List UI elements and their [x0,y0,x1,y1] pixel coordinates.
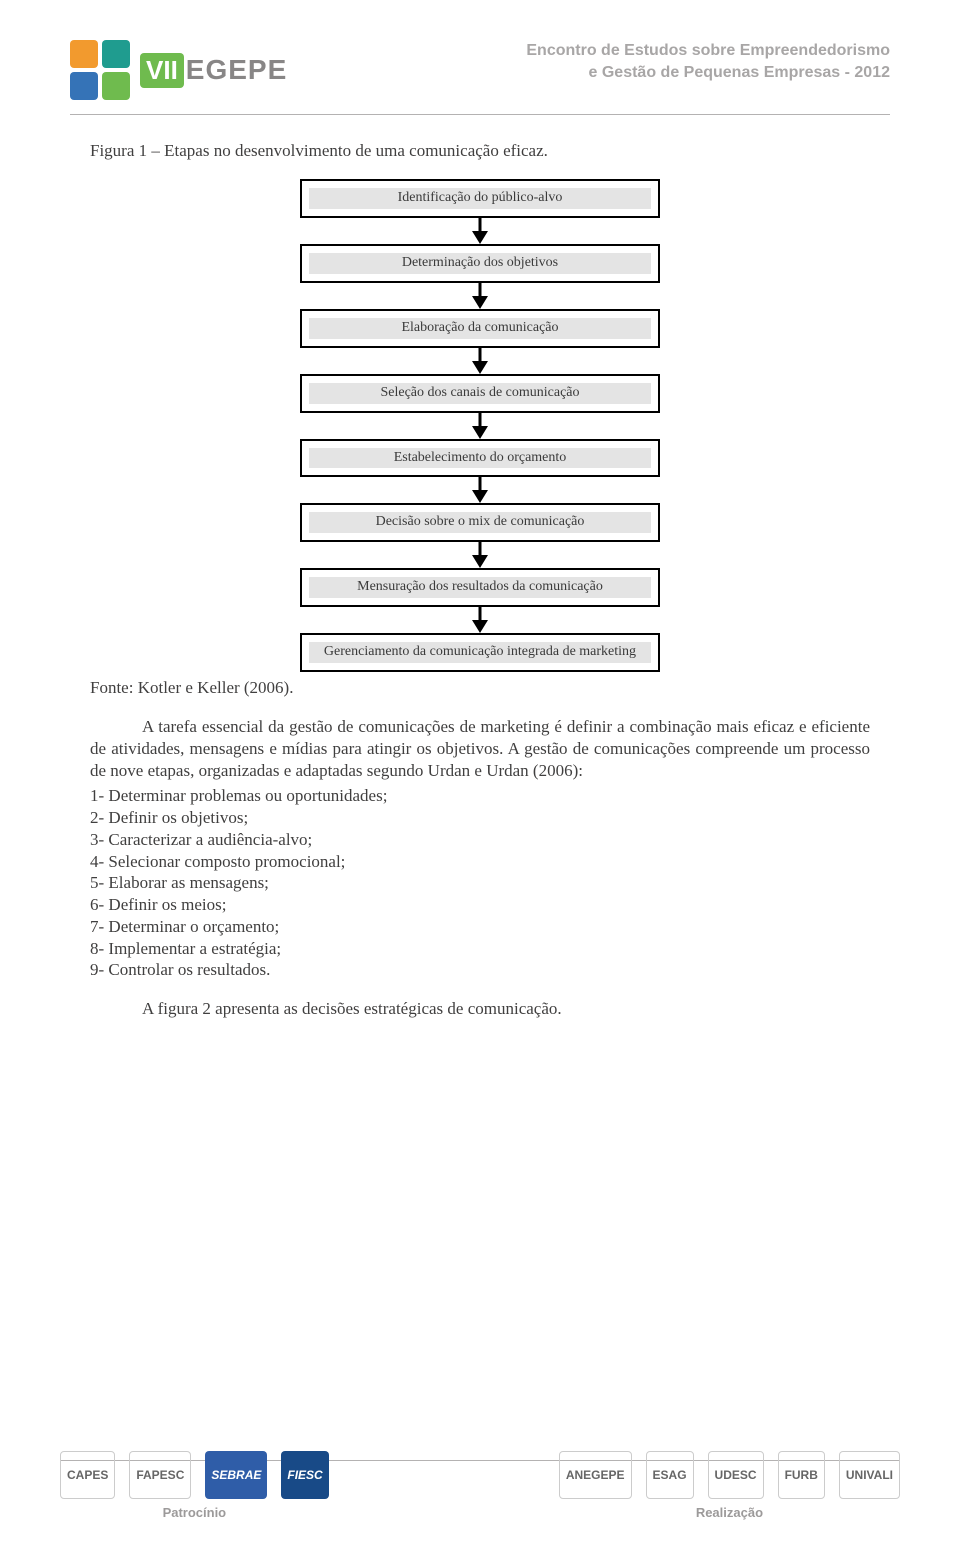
event-title-line1: Encontro de Estudos sobre Empreendedoris… [526,40,890,62]
list-item: 9- Controlar os resultados. [90,959,870,981]
realizacao-label: Realização [559,1505,900,1520]
flow-node: Elaboração da comunicação [300,309,660,348]
footer-logo-fapesc: FAPESC [129,1451,191,1499]
flow-arrow-icon [469,607,491,633]
flow-node-label: Decisão sobre o mix de comunicação [309,512,651,533]
logo-squares-icon [70,40,130,100]
flow-arrow-icon [469,542,491,568]
page-header: VII EGEPE Encontro de Estudos sobre Empr… [0,0,960,110]
flow-node: Gerenciamento da comunicação integrada d… [300,633,660,672]
event-logo: VII EGEPE [70,40,287,100]
flow-node: Mensuração dos resultados da comunicação [300,568,660,607]
flow-arrow-icon [469,283,491,309]
flow-arrow-icon [469,218,491,244]
footer-logo-furb: FURB [778,1451,825,1499]
event-title-line2: e Gestão de Pequenas Empresas - 2012 [526,62,890,84]
list-item: 2- Definir os objetivos; [90,807,870,829]
footer-logo-sebrae: SEBRAE [205,1451,267,1499]
flow-node: Decisão sobre o mix de comunicação [300,503,660,542]
logo-vii: VII [140,53,184,88]
flow-node: Estabelecimento do orçamento [300,439,660,478]
flow-node: Determinação dos objetivos [300,244,660,283]
flow-node-label: Gerenciamento da comunicação integrada d… [309,642,651,663]
footer-left: CAPES FAPESC SEBRAE FIESC Patrocínio [60,1451,329,1520]
footer-row: CAPES FAPESC SEBRAE FIESC Patrocínio ANEGEP… [60,1451,900,1520]
logo-square-2 [102,40,130,68]
list-item: 7- Determinar o orçamento; [90,916,870,938]
flow-node-label: Seleção dos canais de comunicação [309,383,651,404]
flow-arrow-icon [469,413,491,439]
footer-logo-anegepe: ANEGEPE [559,1451,632,1499]
list-item: 6- Definir os meios; [90,894,870,916]
logo-square-1 [70,40,98,68]
footer-logo-univali: UNIVALI [839,1451,900,1499]
page-footer: CAPES FAPESC SEBRAE FIESC Patrocínio ANEGEP… [0,1450,960,1550]
flow-node-label: Determinação dos objetivos [309,253,651,274]
patrocinio-label: Patrocínio [60,1505,329,1520]
flowchart: Identificação do público-alvo Determinaçã… [90,179,870,672]
footer-right: ANEGEPE ESAG UDESC FURB UNIVALI Realização [559,1451,900,1520]
body-paragraph: A tarefa essencial da gestão de comunica… [90,716,870,781]
page-content: Figura 1 – Etapas no desenvolvimento de … [0,141,960,1019]
footer-logo-fiesc: FIESC [281,1451,328,1499]
list-item: 5- Elaborar as mensagens; [90,872,870,894]
flow-arrow-icon [469,348,491,374]
flow-node-label: Elaboração da comunicação [309,318,651,339]
body-after: A figura 2 apresenta as decisões estraté… [90,999,870,1019]
logo-text: VII EGEPE [140,53,287,88]
flow-node: Identificação do público-alvo [300,179,660,218]
body-list: 1- Determinar problemas ou oportunidades… [90,785,870,981]
figure-title: Figura 1 – Etapas no desenvolvimento de … [90,141,870,161]
event-title: Encontro de Estudos sobre Empreendedoris… [526,40,890,83]
logo-egepe: EGEPE [186,54,287,86]
flow-node: Seleção dos canais de comunicação [300,374,660,413]
list-item: 8- Implementar a estratégia; [90,938,870,960]
footer-logo-udesc: UDESC [708,1451,764,1499]
flow-node-label: Mensuração dos resultados da comunicação [309,577,651,598]
flow-arrow-icon [469,477,491,503]
figure-source: Fonte: Kotler e Keller (2006). [90,678,870,698]
flow-node-label: Estabelecimento do orçamento [309,448,651,469]
logo-square-3 [70,72,98,100]
sponsor-logos: CAPES FAPESC SEBRAE FIESC [60,1451,329,1499]
flow-node-label: Identificação do público-alvo [309,188,651,209]
header-rule [70,114,890,115]
realization-logos: ANEGEPE ESAG UDESC FURB UNIVALI [559,1451,900,1499]
list-item: 4- Selecionar composto promocional; [90,851,870,873]
footer-logo-capes: CAPES [60,1451,115,1499]
list-item: 1- Determinar problemas ou oportunidades… [90,785,870,807]
footer-logo-esag: ESAG [646,1451,694,1499]
list-item: 3- Caracterizar a audiência-alvo; [90,829,870,851]
logo-square-4 [102,72,130,100]
